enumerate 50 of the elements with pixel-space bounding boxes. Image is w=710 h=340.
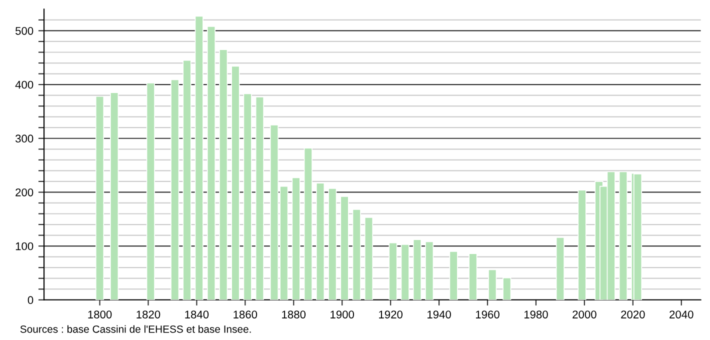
x-tick-label: 1840 [185,310,209,318]
bar [194,16,204,300]
bar [255,96,264,300]
x-tick-label: 1980 [524,310,548,318]
x-tick-label: 1940 [428,310,451,318]
bar [328,188,337,300]
bar [292,177,300,300]
bar [206,26,216,300]
bar [364,217,374,300]
x-tick-label: 1960 [476,310,500,318]
bar [219,49,228,300]
bar [578,190,586,300]
y-tick-label: 100 [16,242,34,250]
bar [231,66,240,300]
bar [556,237,565,300]
x-tick-label: 1900 [330,310,354,318]
bar [388,242,398,300]
bar [182,60,192,300]
bar [243,93,252,300]
source-note: Sources : base Cassini de l'EHESS et base Insee. [20,325,251,333]
x-tick-label: 1860 [234,310,258,318]
bar [170,79,180,300]
bar [412,239,422,300]
bar [633,173,642,300]
x-tick-label: 2040 [670,310,694,318]
y-tick-label: 500 [16,26,34,35]
y-tick-label: 0 [28,296,34,304]
y-tick-label: 200 [16,188,34,196]
bar [449,251,458,300]
bar [95,96,104,300]
bar [400,244,410,300]
bar [146,82,155,300]
bar [304,148,312,300]
bar [316,182,325,300]
y-tick-label: 300 [15,134,34,143]
x-tick-label: 1880 [282,310,306,318]
bar [618,171,628,300]
bar [502,277,512,300]
bar [468,253,478,300]
y-tick-label: 400 [15,80,34,89]
x-tick-label: 1920 [379,310,402,318]
bar [488,269,497,300]
bar [110,92,119,300]
bar [340,196,349,300]
x-tick-label: 1800 [88,310,112,318]
bar [425,241,434,300]
x-tick-label: 2000 [572,310,596,318]
x-tick-label: 1820 [136,310,160,318]
x-tick-label: 2020 [621,310,645,318]
bar [352,209,361,300]
